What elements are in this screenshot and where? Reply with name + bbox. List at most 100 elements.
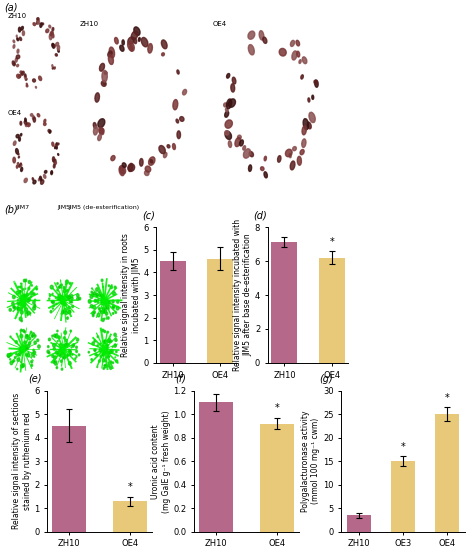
Ellipse shape (167, 145, 170, 148)
Circle shape (20, 329, 22, 331)
Circle shape (9, 358, 11, 360)
Circle shape (62, 310, 64, 313)
Circle shape (25, 335, 28, 338)
Circle shape (32, 335, 33, 337)
Ellipse shape (308, 98, 310, 102)
Circle shape (24, 306, 26, 308)
Circle shape (28, 298, 31, 301)
Circle shape (70, 294, 73, 297)
Circle shape (73, 344, 74, 346)
Circle shape (105, 306, 107, 309)
Ellipse shape (42, 23, 44, 25)
Circle shape (21, 283, 22, 284)
Circle shape (24, 301, 25, 304)
Ellipse shape (93, 126, 98, 135)
Circle shape (103, 368, 104, 370)
Ellipse shape (40, 23, 42, 27)
Circle shape (110, 361, 112, 363)
Circle shape (76, 356, 77, 357)
Circle shape (52, 301, 54, 302)
Circle shape (79, 297, 81, 300)
Ellipse shape (49, 34, 52, 40)
Ellipse shape (145, 171, 149, 176)
Circle shape (107, 351, 109, 355)
Circle shape (17, 302, 19, 305)
Text: OE4: OE4 (8, 110, 22, 116)
Circle shape (27, 348, 28, 350)
Circle shape (23, 294, 26, 297)
Ellipse shape (119, 167, 124, 176)
Circle shape (68, 306, 70, 309)
Circle shape (62, 344, 65, 347)
Ellipse shape (109, 47, 115, 58)
Bar (391, 461, 415, 532)
Ellipse shape (18, 137, 20, 141)
Ellipse shape (159, 146, 165, 153)
Ellipse shape (58, 143, 59, 145)
Circle shape (70, 330, 72, 332)
Ellipse shape (18, 156, 19, 158)
Ellipse shape (278, 156, 281, 162)
Circle shape (69, 362, 71, 365)
Ellipse shape (51, 171, 53, 175)
Circle shape (61, 301, 62, 303)
Circle shape (105, 302, 106, 303)
Bar (347, 515, 371, 532)
Circle shape (55, 362, 57, 365)
Circle shape (104, 351, 106, 353)
Ellipse shape (49, 131, 51, 133)
Ellipse shape (289, 153, 291, 158)
Ellipse shape (21, 27, 23, 30)
Circle shape (114, 333, 116, 336)
Ellipse shape (20, 163, 21, 165)
Circle shape (24, 331, 26, 333)
Circle shape (57, 352, 58, 354)
Text: (a): (a) (5, 3, 18, 13)
Ellipse shape (300, 150, 304, 155)
Circle shape (102, 354, 103, 355)
Ellipse shape (16, 35, 17, 37)
Circle shape (52, 293, 53, 295)
Ellipse shape (55, 43, 59, 46)
Bar (272, 243, 298, 363)
Circle shape (54, 356, 56, 360)
Circle shape (92, 315, 94, 317)
Ellipse shape (249, 152, 254, 157)
Ellipse shape (292, 147, 296, 151)
Ellipse shape (102, 70, 107, 82)
Circle shape (49, 298, 50, 299)
Circle shape (106, 357, 108, 358)
Ellipse shape (38, 76, 42, 80)
Ellipse shape (100, 63, 104, 71)
Circle shape (24, 295, 26, 298)
Circle shape (108, 307, 109, 309)
Circle shape (94, 350, 95, 351)
Ellipse shape (264, 172, 267, 178)
Circle shape (75, 358, 76, 360)
Circle shape (101, 279, 103, 281)
Circle shape (97, 355, 98, 356)
Circle shape (10, 353, 12, 356)
Circle shape (17, 368, 18, 370)
Ellipse shape (48, 130, 50, 132)
Ellipse shape (162, 53, 164, 56)
Ellipse shape (24, 178, 27, 183)
Ellipse shape (13, 40, 15, 43)
Circle shape (66, 290, 68, 292)
Ellipse shape (128, 37, 134, 44)
Circle shape (100, 343, 101, 345)
Circle shape (91, 291, 92, 293)
Ellipse shape (19, 75, 21, 78)
Circle shape (13, 306, 16, 309)
Ellipse shape (18, 165, 20, 167)
Ellipse shape (111, 156, 115, 161)
Circle shape (28, 342, 31, 345)
Circle shape (53, 343, 55, 347)
Ellipse shape (20, 164, 22, 167)
Circle shape (57, 341, 58, 342)
Circle shape (115, 311, 117, 314)
Circle shape (25, 350, 26, 351)
Circle shape (20, 309, 21, 310)
Circle shape (25, 348, 27, 350)
Ellipse shape (148, 44, 152, 53)
